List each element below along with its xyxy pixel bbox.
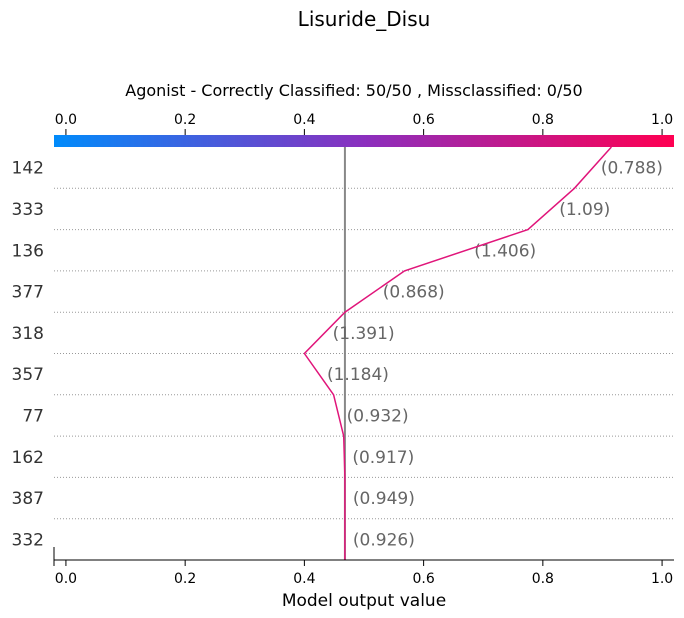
value-labels: (0.788) (1.09) (1.406) (0.868) (1.391) (1.184… bbox=[327, 159, 663, 551]
grid-lines bbox=[54, 187, 674, 520]
value-label: (0.868) bbox=[383, 283, 445, 303]
value-label: (0.788) bbox=[601, 159, 663, 179]
row-label: 387 bbox=[12, 489, 44, 509]
bottom-tick-label: 0.0 bbox=[55, 571, 77, 587]
value-label: (1.391) bbox=[333, 324, 395, 344]
bottom-tick-label: 0.6 bbox=[412, 571, 434, 587]
decision-path-line bbox=[303, 146, 612, 560]
top-tick-label: 0.4 bbox=[293, 112, 315, 128]
row-labels: 142 333 136 377 318 357 77 162 387 332 bbox=[12, 159, 44, 551]
value-label: (1.09) bbox=[559, 200, 610, 220]
row-label: 162 bbox=[12, 448, 44, 468]
bottom-tick-label: 0.8 bbox=[532, 571, 554, 587]
top-tick-label: 0.6 bbox=[412, 112, 434, 128]
value-label: (0.917) bbox=[352, 448, 414, 468]
row-label: 377 bbox=[12, 283, 44, 303]
value-label: (0.932) bbox=[347, 406, 409, 426]
bottom-tick-label: 0.4 bbox=[293, 571, 315, 587]
colorbar bbox=[54, 135, 674, 147]
row-label: 357 bbox=[12, 365, 44, 385]
row-label: 142 bbox=[12, 159, 44, 179]
bottom-tick-label: 0.2 bbox=[174, 571, 196, 587]
top-tick-label: 0.8 bbox=[532, 112, 554, 128]
row-label: 332 bbox=[12, 530, 44, 550]
row-label: 136 bbox=[12, 241, 44, 261]
value-label: (1.184) bbox=[327, 365, 389, 385]
top-tick-label: 0.2 bbox=[174, 112, 196, 128]
bottom-tick-label: 1.0 bbox=[651, 571, 673, 587]
row-label: 318 bbox=[12, 324, 44, 344]
chart-subtitle: Agonist - Correctly Classified: 50/50 , … bbox=[125, 81, 582, 100]
top-tick-label: 1.0 bbox=[651, 112, 673, 128]
value-label: (0.926) bbox=[353, 530, 415, 550]
top-tick-label: 0.0 bbox=[55, 112, 77, 128]
bottom-axis: 0.0 0.2 0.4 0.6 0.8 1.0 bbox=[55, 560, 673, 587]
value-label: (1.406) bbox=[474, 241, 536, 261]
row-label: 77 bbox=[22, 406, 44, 426]
x-axis-label: Model output value bbox=[282, 591, 446, 611]
value-label: (0.949) bbox=[353, 489, 415, 509]
row-label: 333 bbox=[12, 200, 44, 220]
chart-title: Lisuride_Disu bbox=[298, 7, 431, 31]
top-axis: 0.0 0.2 0.4 0.6 0.8 1.0 bbox=[55, 112, 673, 135]
